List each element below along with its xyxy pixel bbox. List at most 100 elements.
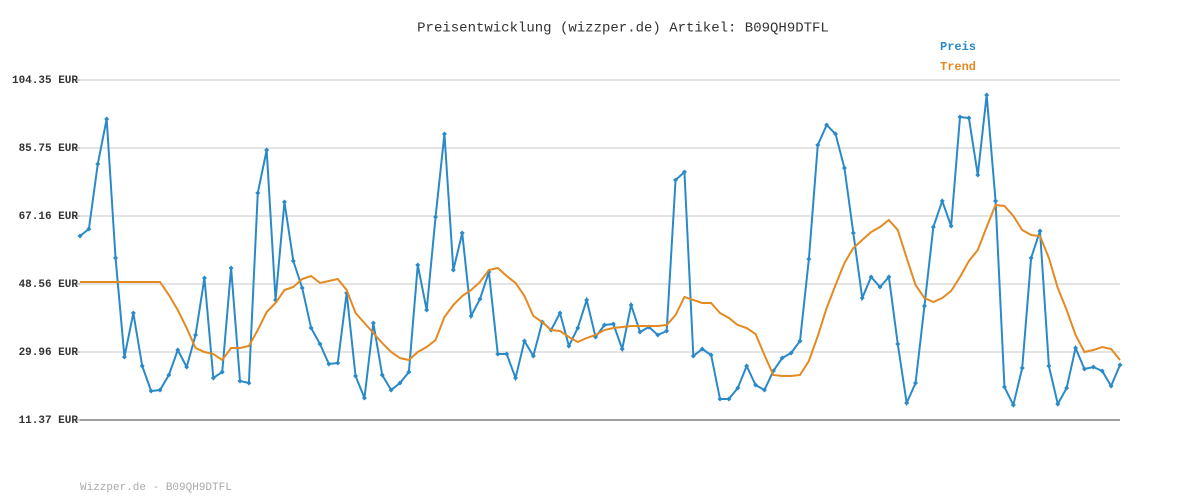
legend-label: Trend bbox=[940, 60, 976, 74]
y-tick-label: 29.96 EUR bbox=[19, 347, 79, 359]
point-marker bbox=[424, 307, 430, 313]
point-marker bbox=[379, 372, 385, 378]
point-marker bbox=[104, 116, 110, 122]
point-marker bbox=[859, 295, 865, 301]
point-marker bbox=[308, 325, 314, 331]
point-marker bbox=[1028, 255, 1034, 261]
point-marker bbox=[913, 380, 919, 386]
point-marker bbox=[957, 114, 963, 120]
point-marker bbox=[121, 354, 127, 360]
point-marker bbox=[841, 165, 847, 171]
point-marker bbox=[139, 363, 145, 369]
point-marker bbox=[281, 199, 287, 205]
point-marker bbox=[513, 375, 519, 381]
point-marker bbox=[628, 302, 634, 308]
point-marker bbox=[868, 274, 874, 280]
point-marker bbox=[255, 190, 261, 196]
point-marker bbox=[317, 341, 323, 347]
point-marker bbox=[726, 396, 732, 402]
point-marker bbox=[1108, 383, 1114, 389]
chart-title: Preisentwicklung (wizzper.de) Artikel: B… bbox=[417, 21, 829, 37]
y-tick-label: 104.35 EUR bbox=[12, 75, 78, 87]
point-marker bbox=[824, 122, 830, 128]
point-marker bbox=[673, 177, 679, 183]
point-marker bbox=[1055, 401, 1061, 407]
point-marker bbox=[95, 161, 101, 167]
point-marker bbox=[1081, 366, 1087, 372]
point-marker bbox=[797, 338, 803, 344]
y-tick-label: 67.16 EUR bbox=[19, 211, 79, 223]
point-marker bbox=[504, 351, 510, 357]
point-marker bbox=[361, 395, 367, 401]
price-line bbox=[80, 203, 1121, 378]
point-marker bbox=[193, 332, 199, 338]
point-marker bbox=[246, 380, 252, 386]
point-marker bbox=[468, 313, 474, 319]
point-marker bbox=[637, 329, 643, 335]
point-marker bbox=[1090, 364, 1096, 370]
y-tick-label: 85.75 EUR bbox=[19, 143, 79, 155]
point-marker bbox=[1001, 384, 1007, 390]
point-marker bbox=[219, 369, 225, 375]
y-tick-label: 48.56 EUR bbox=[19, 279, 79, 291]
point-marker bbox=[459, 230, 465, 236]
point-marker bbox=[495, 351, 501, 357]
price-line bbox=[79, 94, 1121, 408]
point-marker bbox=[210, 375, 216, 381]
point-marker bbox=[655, 332, 661, 338]
point-marker bbox=[237, 378, 243, 384]
point-marker bbox=[699, 346, 705, 352]
point-marker bbox=[948, 223, 954, 229]
point-marker bbox=[1064, 385, 1070, 391]
point-marker bbox=[575, 325, 581, 331]
point-marker bbox=[1046, 363, 1052, 369]
point-marker bbox=[779, 355, 785, 361]
point-marker bbox=[1099, 368, 1105, 374]
point-marker bbox=[921, 303, 927, 309]
point-marker bbox=[353, 373, 359, 379]
point-marker bbox=[77, 233, 83, 239]
point-marker bbox=[895, 341, 901, 347]
point-marker bbox=[521, 338, 527, 344]
point-marker bbox=[201, 275, 207, 281]
point-marker bbox=[939, 198, 945, 204]
footer: Wizzper.de - B09QH9DTFL bbox=[80, 482, 232, 494]
point-marker bbox=[335, 360, 341, 366]
y-tick-label: 11.37 EUR bbox=[19, 415, 79, 427]
point-marker bbox=[619, 346, 625, 352]
point-marker bbox=[877, 284, 883, 290]
point-marker bbox=[530, 353, 536, 359]
point-marker bbox=[975, 172, 981, 178]
point-marker bbox=[450, 267, 456, 273]
point-marker bbox=[681, 169, 687, 175]
legend-label: Preis bbox=[940, 40, 976, 54]
point-marker bbox=[148, 388, 154, 394]
point-marker bbox=[175, 347, 181, 353]
point-marker bbox=[610, 321, 616, 327]
point-marker bbox=[1010, 402, 1016, 408]
point-marker bbox=[761, 387, 767, 393]
point-marker bbox=[690, 353, 696, 359]
point-marker bbox=[717, 396, 723, 402]
point-marker bbox=[113, 255, 119, 261]
point-marker bbox=[930, 224, 936, 230]
point-marker bbox=[1037, 228, 1043, 234]
point-marker bbox=[441, 131, 447, 137]
point-marker bbox=[370, 320, 376, 326]
point-marker bbox=[477, 296, 483, 302]
point-marker bbox=[806, 256, 812, 262]
point-marker bbox=[290, 258, 296, 264]
point-marker bbox=[1073, 345, 1079, 351]
point-marker bbox=[388, 387, 394, 393]
point-marker bbox=[130, 310, 136, 316]
point-marker bbox=[744, 363, 750, 369]
point-marker bbox=[157, 387, 163, 393]
point-marker bbox=[735, 385, 741, 391]
point-marker bbox=[601, 322, 607, 328]
point-marker bbox=[1019, 365, 1025, 371]
point-marker bbox=[664, 328, 670, 334]
point-marker bbox=[788, 350, 794, 356]
point-marker bbox=[415, 262, 421, 268]
point-marker bbox=[904, 400, 910, 406]
point-marker bbox=[708, 352, 714, 358]
